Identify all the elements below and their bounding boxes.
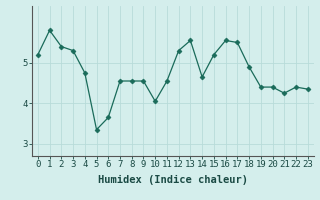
X-axis label: Humidex (Indice chaleur): Humidex (Indice chaleur) [98,175,248,185]
